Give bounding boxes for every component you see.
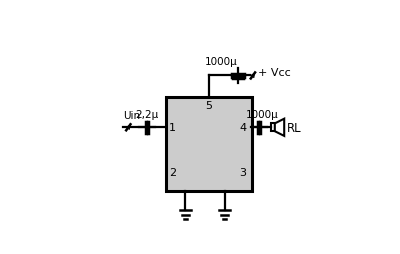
- Bar: [166, 97, 252, 191]
- Text: 1: 1: [169, 123, 176, 133]
- Polygon shape: [275, 119, 284, 136]
- Text: 3: 3: [240, 168, 247, 178]
- Text: 5: 5: [206, 101, 212, 111]
- Text: + Vcc: + Vcc: [258, 68, 290, 77]
- Text: 2: 2: [169, 168, 176, 178]
- Text: 1000μ: 1000μ: [205, 57, 238, 67]
- Text: 2,2μ: 2,2μ: [136, 110, 159, 120]
- Text: 4: 4: [240, 123, 247, 133]
- Text: Uin: Uin: [123, 112, 140, 121]
- Text: 1000μ: 1000μ: [245, 110, 278, 120]
- Text: RL: RL: [287, 122, 302, 135]
- Bar: [270, 123, 275, 131]
